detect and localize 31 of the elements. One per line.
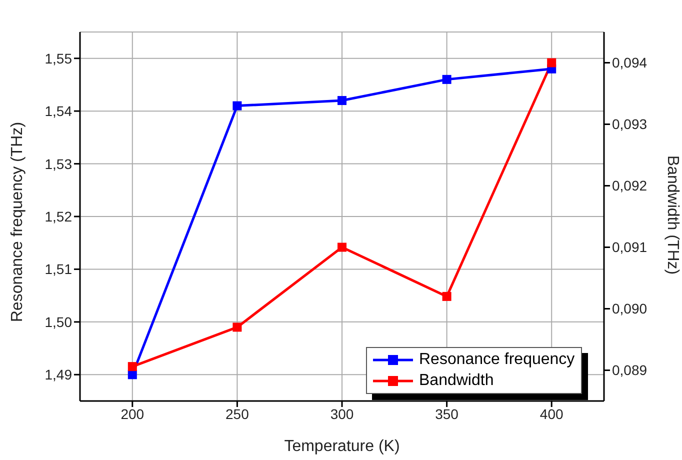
y2-tick-label: 0,093 (612, 116, 648, 132)
x-tick-label: 200 (120, 406, 144, 422)
point (232, 101, 242, 110)
y2-tick-label: 0,094 (612, 54, 648, 71)
y-tick-label: 1,49 (44, 366, 72, 383)
y-tick-label: 1,55 (44, 50, 72, 66)
point (232, 322, 242, 332)
point (547, 58, 556, 68)
x-axis-title: Temperature (K) (284, 438, 400, 456)
y-axis-title: Resonance frequency (THz) (9, 122, 27, 322)
y2-tick-label: 0,092 (612, 178, 648, 194)
y-tick-label: 1,54 (44, 103, 72, 120)
y2-axis-title: Bandwidth (THz) (663, 155, 681, 275)
y2-tick-label: 0,091 (612, 239, 648, 256)
x-tick-label: 400 (540, 406, 564, 422)
y-tick-label: 1,53 (44, 156, 72, 172)
y-tick-label: 1,50 (44, 314, 72, 330)
point (442, 74, 452, 84)
point (128, 362, 137, 372)
x-tick-label: 350 (435, 406, 459, 422)
point (338, 242, 346, 252)
x-tick-label: 300 (330, 406, 354, 422)
y-tick-label: 1,52 (44, 208, 72, 224)
point (338, 96, 346, 106)
y2-tick-label: 0,089 (612, 362, 648, 378)
legend-label: Resonance frequency (419, 350, 575, 370)
point (442, 292, 452, 301)
x-tick-label: 250 (226, 406, 250, 422)
y-tick-label: 1,51 (44, 261, 72, 278)
y2-tick-label: 0,090 (612, 300, 648, 317)
legend-label: Bandwidth (419, 371, 494, 391)
